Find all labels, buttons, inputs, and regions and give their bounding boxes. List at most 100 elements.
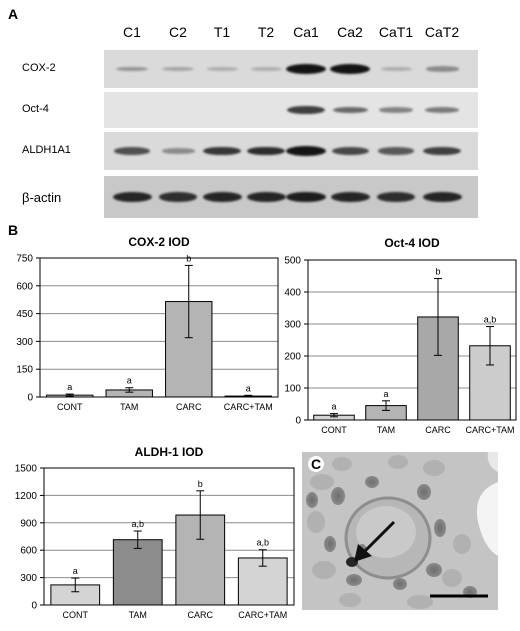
significance-label: a bbox=[127, 376, 132, 386]
blot-band bbox=[112, 191, 152, 203]
blot-band bbox=[286, 146, 326, 156]
blot-band bbox=[376, 192, 416, 202]
blot-band bbox=[286, 191, 326, 203]
histology-micrograph: C bbox=[302, 452, 498, 610]
blot-row-label: COX-2 bbox=[22, 62, 56, 74]
blot-band bbox=[246, 146, 286, 156]
significance-label: a,b bbox=[131, 519, 144, 529]
blot-band bbox=[332, 106, 368, 114]
lane-label: C2 bbox=[169, 24, 187, 40]
blot-band bbox=[425, 107, 459, 113]
blot-band bbox=[115, 66, 149, 72]
y-tick-label: 0 bbox=[27, 393, 33, 404]
x-tick-label: CONT bbox=[321, 425, 347, 435]
chart-oct4-svg: 0 100 200 300 400 500 a CONT a TAM b CARC a,b CARC+TA… bbox=[284, 256, 517, 435]
blot-band bbox=[162, 66, 194, 72]
chart-oct4: 0 100 200 300 400 500 a CONT a TAM b CARC a,b CARC+TA… bbox=[262, 256, 520, 445]
significance-label: a bbox=[383, 389, 388, 399]
blot-band bbox=[331, 147, 369, 155]
significance-label: a,b bbox=[256, 538, 269, 548]
x-tick-label: TAM bbox=[377, 425, 395, 435]
blot-band bbox=[161, 148, 195, 154]
chart-cox2: COX-2 IOD 0 150 300 450 600 750 a CONT a TAM b CARC a… bbox=[4, 232, 280, 421]
plot-frame bbox=[43, 467, 295, 606]
blot-band bbox=[246, 191, 286, 203]
chart-aldh1-svg: ALDH-1 IOD 0 300 600 900 1200 1500 a CONT a,b TAM b… bbox=[15, 445, 295, 620]
blot-row-label: β-actin bbox=[22, 190, 62, 205]
blot-band bbox=[422, 191, 462, 203]
significance-label: b bbox=[198, 479, 203, 489]
y-tick-label: 400 bbox=[284, 288, 301, 299]
blot-band bbox=[423, 146, 461, 156]
lane-label: C1 bbox=[123, 24, 141, 40]
blot-band bbox=[380, 67, 412, 71]
panel-label-c: C bbox=[311, 456, 322, 472]
blot-band bbox=[203, 146, 241, 156]
significance-label: a bbox=[331, 402, 336, 412]
blot-band bbox=[206, 67, 238, 71]
blot-strip bbox=[104, 50, 478, 88]
significance-label: a,b bbox=[484, 315, 497, 325]
significance-label: b bbox=[186, 253, 191, 263]
blot-band bbox=[158, 192, 198, 202]
plot-frame bbox=[307, 259, 517, 421]
y-tick-label: 300 bbox=[20, 573, 37, 584]
blot-band bbox=[330, 191, 370, 203]
x-tick-label: CONT bbox=[57, 402, 83, 412]
x-tick-label: TAM bbox=[120, 402, 138, 412]
lane-label: T2 bbox=[257, 24, 275, 40]
bar bbox=[112, 539, 163, 606]
blot-band bbox=[113, 147, 151, 155]
y-tick-label: 450 bbox=[16, 309, 33, 320]
y-tick-label: 300 bbox=[16, 337, 33, 348]
y-tick-label: 500 bbox=[284, 256, 301, 267]
lane-label: T1 bbox=[213, 24, 231, 40]
y-tick-label: 300 bbox=[284, 320, 301, 331]
y-tick-label: 100 bbox=[284, 384, 301, 395]
y-tick-label: 1200 bbox=[15, 491, 38, 502]
x-tick-label: CARC bbox=[425, 425, 451, 435]
y-tick-label: 900 bbox=[20, 518, 37, 529]
blot-band bbox=[378, 147, 414, 155]
x-tick-label: TAM bbox=[129, 610, 147, 620]
plot-frame bbox=[39, 257, 279, 398]
y-tick-label: 200 bbox=[284, 352, 301, 363]
x-tick-label: CARC bbox=[187, 610, 213, 620]
significance-label: a bbox=[67, 382, 72, 392]
blot-band bbox=[425, 66, 459, 72]
y-tick-label: 150 bbox=[16, 365, 33, 376]
x-tick-label: CARC+TAM bbox=[224, 402, 273, 412]
blot-band bbox=[202, 191, 242, 203]
blot-band bbox=[250, 67, 282, 71]
blot-strip bbox=[104, 176, 478, 218]
lane-label: CaT1 bbox=[378, 24, 414, 40]
blot-row-label: ALDH1A1 bbox=[22, 144, 71, 156]
blot-band bbox=[286, 64, 326, 74]
x-tick-label: CARC+TAM bbox=[238, 610, 287, 620]
blot-row-label: Oct-4 bbox=[22, 103, 49, 115]
chart-title: ALDH-1 IOD bbox=[135, 445, 204, 459]
blot-band bbox=[287, 105, 325, 115]
chart-title: Oct-4 IOD bbox=[384, 236, 440, 250]
significance-label: a bbox=[246, 383, 251, 393]
x-tick-label: CARC bbox=[176, 402, 202, 412]
panel-label-a: A bbox=[8, 6, 19, 22]
blot-band bbox=[330, 64, 370, 74]
panel-label-b: B bbox=[8, 222, 19, 238]
chart-title: COX-2 IOD bbox=[128, 235, 190, 249]
y-tick-label: 0 bbox=[31, 601, 37, 612]
bar bbox=[469, 345, 511, 421]
x-tick-label: CARC+TAM bbox=[465, 425, 514, 435]
x-tick-label: CONT bbox=[63, 610, 89, 620]
panel-c-badge bbox=[308, 456, 324, 472]
lane-label: Ca1 bbox=[293, 24, 319, 40]
significance-label: b bbox=[435, 267, 440, 277]
chart-cox2-svg: COX-2 IOD 0 150 300 450 600 750 a CONT a TAM b CARC a… bbox=[16, 235, 279, 412]
blot-strip bbox=[104, 92, 478, 128]
blot-strip bbox=[104, 132, 478, 170]
chart-aldh1: ALDH-1 IOD 0 300 600 900 1200 1500 a CONT a,b TAM b… bbox=[4, 442, 296, 631]
micrograph-image bbox=[302, 452, 498, 610]
y-tick-label: 600 bbox=[20, 546, 37, 557]
y-tick-label: 750 bbox=[16, 254, 33, 265]
y-tick-label: 0 bbox=[295, 416, 301, 427]
